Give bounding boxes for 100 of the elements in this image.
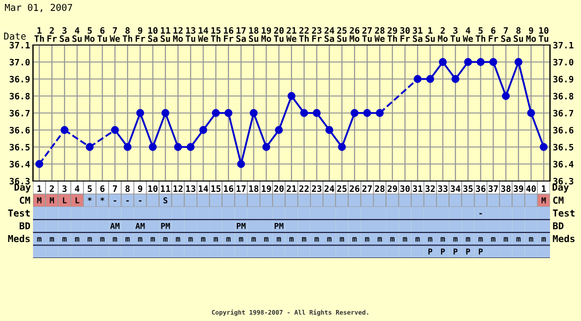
x2-tick-label: 25 Su xyxy=(337,27,347,42)
y2-tick-label: 36.4 xyxy=(553,160,574,168)
y2-tick-label: 36.9 xyxy=(553,76,574,82)
text: m xyxy=(138,237,142,242)
x2-tick-label: 1 Su xyxy=(425,27,435,42)
x-tick-label: 39 xyxy=(514,185,524,192)
text: m xyxy=(528,237,534,242)
text: m xyxy=(226,237,231,242)
category-label: CM xyxy=(20,196,30,204)
point xyxy=(148,143,157,151)
x-tick-label: 1 xyxy=(542,185,546,192)
point xyxy=(426,75,434,83)
text: - xyxy=(479,213,482,214)
category-label: Test xyxy=(552,210,575,217)
text: PM xyxy=(274,222,284,229)
x-tick-label: 23 xyxy=(312,185,322,192)
x2-tick-label: 2 Fr xyxy=(47,27,57,42)
text: m xyxy=(150,237,155,242)
text: P xyxy=(441,248,445,254)
point xyxy=(363,109,372,117)
y2-tick-label: 37.1 xyxy=(553,42,574,48)
y-tick-label: 36.3 xyxy=(10,178,30,184)
x-tick-label: 34 xyxy=(450,185,460,192)
text: m xyxy=(504,237,508,242)
x-tick-label: 16 xyxy=(224,185,234,192)
y-tick-label: 36.4 xyxy=(10,160,30,168)
text: * xyxy=(88,197,92,202)
x2-tick-label: 11 Su xyxy=(160,27,170,42)
x-tick-label: 30 xyxy=(400,185,410,192)
y-tick-label: 36.5 xyxy=(10,144,30,150)
text: m xyxy=(327,237,332,242)
text: - xyxy=(138,200,142,202)
text: AM xyxy=(135,222,145,229)
x-tick-label: 2 xyxy=(50,185,54,192)
text: m xyxy=(302,237,306,242)
x2-tick-label: 6 Fr xyxy=(488,27,498,42)
text: m xyxy=(88,237,92,242)
x2-tick-label: 3 Tu xyxy=(450,27,460,42)
text: m xyxy=(440,237,445,242)
point xyxy=(250,109,258,117)
text: P xyxy=(466,248,470,254)
y-tick-label: 36.9 xyxy=(10,76,30,82)
point xyxy=(124,143,132,151)
text: m xyxy=(238,237,244,242)
x2-tick-label: 6 Tu xyxy=(97,27,107,42)
category-label: Meds xyxy=(552,234,574,242)
text: M xyxy=(37,197,42,204)
text: m xyxy=(453,237,458,242)
text: Day xyxy=(552,184,569,193)
text: m xyxy=(378,237,382,242)
x2-tick-label: 20 Tu xyxy=(274,27,284,42)
x2-tick-label: 14 We xyxy=(198,27,208,42)
y2-tick-label: 36.5 xyxy=(553,144,574,150)
text: P xyxy=(478,248,483,254)
x-tick-label: 27 xyxy=(362,185,372,192)
x-tick-label: 4 xyxy=(74,185,80,192)
x-tick-label: 10 xyxy=(148,185,158,192)
point xyxy=(514,58,522,66)
category-label: Meds xyxy=(8,234,30,242)
y-tick-label: 37.0 xyxy=(10,58,30,66)
x2-tick-label: 3 Sa xyxy=(60,27,70,42)
x2-tick-label: 5 Th xyxy=(476,27,486,42)
x-tick-label: 19 xyxy=(262,185,271,192)
text: m xyxy=(75,237,80,242)
x2-tick-label: 5 Mo xyxy=(84,27,95,42)
text: m xyxy=(264,237,268,242)
text: m xyxy=(201,237,206,242)
text: m xyxy=(112,237,118,242)
x2-tick-label: 27 Tu xyxy=(362,27,372,42)
point xyxy=(186,143,195,151)
x2-axis-title: Date xyxy=(4,32,26,40)
x2-tick-label: 1 Th xyxy=(34,27,44,42)
point xyxy=(376,109,384,117)
point xyxy=(350,109,358,117)
text: m xyxy=(466,237,470,242)
text: m xyxy=(37,237,42,242)
x2-tick-label: 23 Fr xyxy=(312,27,322,42)
x2-tick-label: 2 Mo xyxy=(438,27,448,42)
point xyxy=(540,143,548,151)
text: m xyxy=(390,237,394,242)
point xyxy=(476,58,485,66)
category-label: BD xyxy=(553,222,564,230)
x2-tick-label: 19 Mo xyxy=(261,27,272,42)
point xyxy=(86,143,94,151)
x-tick-label: 33 xyxy=(438,185,448,192)
point xyxy=(174,143,182,151)
x-tick-label: 8 xyxy=(125,185,130,192)
x2-tick-label: 7 Sa xyxy=(501,27,511,42)
x-tick-label: 12 xyxy=(174,185,183,192)
point xyxy=(438,58,447,66)
point xyxy=(224,109,232,117)
x-tick-label: 21 xyxy=(286,185,296,192)
text: m xyxy=(491,237,496,242)
x-tick-label: 6 xyxy=(100,185,105,192)
x-tick-label: 22 xyxy=(299,185,309,192)
text: S xyxy=(163,197,168,204)
x2-tick-label: 8 Th xyxy=(122,27,132,42)
text: m xyxy=(100,237,104,242)
x-tick-label: 7 xyxy=(112,185,117,192)
text: m xyxy=(516,237,521,242)
